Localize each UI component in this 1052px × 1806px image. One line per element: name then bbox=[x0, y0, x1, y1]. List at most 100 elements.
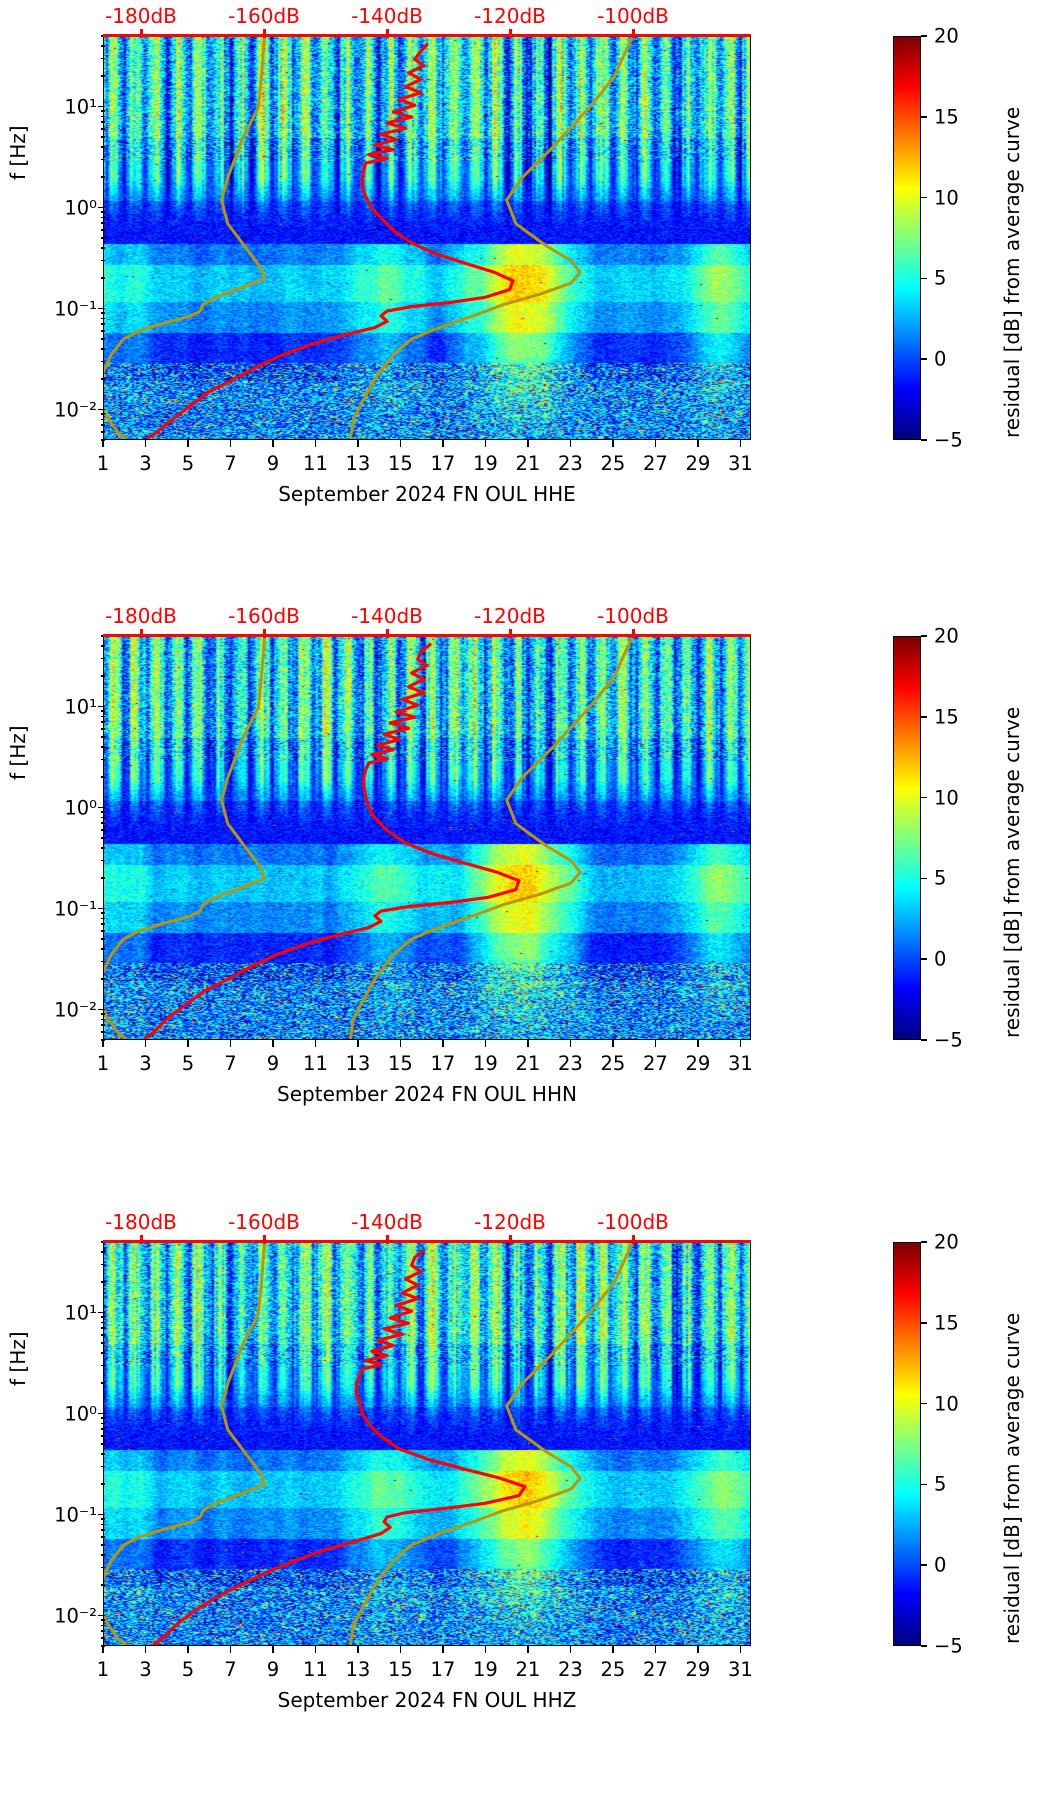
x-tick-label: 15 bbox=[388, 1658, 413, 1681]
y-tick bbox=[101, 1452, 105, 1455]
y-tick bbox=[101, 947, 105, 950]
y-tick bbox=[101, 846, 105, 849]
x-tick-label: 23 bbox=[557, 1658, 583, 1681]
plot-area-hhn bbox=[103, 636, 751, 1040]
colorbar-tick-label: 15 bbox=[934, 705, 959, 729]
psd-tick bbox=[508, 29, 512, 38]
x-tick bbox=[697, 1040, 699, 1047]
psd-tick bbox=[385, 29, 389, 38]
x-tick-label: 3 bbox=[139, 452, 152, 475]
y-tick bbox=[101, 1422, 105, 1425]
x-tick-label: 27 bbox=[642, 1052, 668, 1075]
y-tick bbox=[101, 644, 105, 647]
y-tick bbox=[101, 121, 105, 124]
x-tick bbox=[527, 1646, 529, 1653]
y-tick bbox=[101, 1013, 105, 1015]
y-tick bbox=[101, 930, 105, 932]
x-tick bbox=[442, 440, 444, 447]
x-tick-label: 21 bbox=[515, 452, 541, 475]
x-tick-label: 31 bbox=[727, 452, 753, 475]
psd-tick-label: -120dB bbox=[474, 604, 546, 628]
spectrogram-panel-hhz: 10⁻² 10⁻¹ 10⁰ 10¹ f [Hz] 1 3 5 7 9 11 13 15 17 19 21 23 2… bbox=[0, 1206, 1052, 1786]
colorbar-tick bbox=[921, 116, 927, 118]
colorbar-title: residual [dB] from average curve bbox=[1000, 1312, 1024, 1644]
y-tick bbox=[101, 229, 105, 231]
y-axis-labels: 10⁻² 10⁻¹ 10⁰ 10¹ bbox=[0, 36, 97, 440]
x-tick bbox=[357, 1646, 359, 1653]
y-tick bbox=[101, 1364, 105, 1367]
y-tick bbox=[101, 721, 105, 724]
y-tick bbox=[101, 1523, 105, 1526]
spectrogram-panel-hhe: 10⁻² 10⁻¹ 10⁰ 10¹ f [Hz] 1 3 5 7 9 11 13 15 17 19 21 23 2… bbox=[0, 0, 1052, 580]
psd-tick bbox=[508, 629, 512, 638]
y-tick bbox=[101, 378, 105, 380]
psd-tick bbox=[631, 29, 635, 38]
colorbar-tick-label: −5 bbox=[934, 428, 963, 452]
psd-axis-ticks bbox=[103, 1235, 751, 1244]
y-tick bbox=[101, 811, 105, 813]
y-tick bbox=[101, 1382, 105, 1384]
x-tick bbox=[527, 440, 529, 447]
x-tick-label: 3 bbox=[139, 1658, 152, 1681]
x-tick-label: 13 bbox=[345, 1658, 371, 1681]
y-tick bbox=[101, 237, 105, 239]
y-tick bbox=[101, 1544, 105, 1546]
y-tick bbox=[101, 277, 105, 279]
y-tick bbox=[101, 829, 105, 831]
plot-area-hhz bbox=[103, 1242, 751, 1646]
y-tick bbox=[101, 176, 105, 178]
colorbar-tick bbox=[921, 1645, 927, 1647]
x-tick-label: 21 bbox=[515, 1658, 541, 1681]
y-tick bbox=[101, 1417, 105, 1419]
psd-axis-line bbox=[103, 1240, 751, 1243]
y-tick bbox=[101, 136, 105, 138]
colorbar-tick-label: 20 bbox=[934, 624, 959, 648]
y-tick bbox=[101, 57, 105, 60]
y-tick bbox=[101, 1518, 105, 1520]
x-tick-label: 7 bbox=[224, 1052, 237, 1075]
psd-tick-label: -180dB bbox=[105, 1210, 177, 1234]
y-tick bbox=[101, 710, 105, 712]
x-tick bbox=[739, 1646, 742, 1653]
y-tick bbox=[101, 1024, 105, 1027]
x-tick bbox=[442, 1040, 444, 1047]
x-tick-label: 15 bbox=[388, 1052, 413, 1075]
curve-overlay bbox=[104, 37, 634, 439]
x-tick-label: 27 bbox=[642, 1658, 668, 1681]
colorbar-tick bbox=[921, 439, 927, 441]
y-tick bbox=[101, 1536, 105, 1538]
x-tick-label: 17 bbox=[430, 452, 456, 475]
x-tick bbox=[229, 1646, 232, 1653]
colorbar-tick bbox=[921, 1483, 927, 1486]
y-tick bbox=[101, 1342, 105, 1344]
colorbar-tick bbox=[921, 358, 927, 360]
colorbar-tick-label: 0 bbox=[934, 347, 947, 371]
y-tick-label: 10⁻¹ bbox=[54, 897, 97, 921]
colorbar-tick-label: 15 bbox=[934, 1311, 959, 1335]
colorbar-tick-label: 15 bbox=[934, 105, 959, 129]
y-tick bbox=[101, 1263, 105, 1266]
y-axis-labels: 10⁻² 10⁻¹ 10⁰ 10¹ bbox=[0, 636, 97, 1040]
x-tick-label: 5 bbox=[181, 1052, 195, 1075]
x-tick-label: 25 bbox=[600, 1658, 626, 1681]
x-tick bbox=[102, 440, 104, 447]
heatmap-image bbox=[104, 1243, 750, 1645]
x-tick bbox=[739, 1040, 742, 1047]
x-tick bbox=[272, 1646, 274, 1653]
y-tick bbox=[101, 1637, 105, 1639]
y-tick bbox=[101, 1018, 105, 1021]
x-tick bbox=[612, 1646, 614, 1653]
x-tick bbox=[399, 1646, 402, 1653]
colorbar-tick-label: 5 bbox=[934, 866, 947, 890]
colorbar-tick bbox=[921, 1402, 927, 1405]
y-tick bbox=[101, 1327, 105, 1330]
psd-tick bbox=[385, 629, 389, 638]
colorbar-tick bbox=[921, 1322, 927, 1324]
psd-tick bbox=[139, 629, 143, 638]
psd-tick bbox=[262, 629, 266, 638]
y-tick bbox=[98, 408, 105, 411]
y-tick bbox=[101, 657, 105, 660]
x-axis-ticks bbox=[102, 1646, 751, 1656]
y-tick bbox=[101, 960, 105, 963]
colorbar bbox=[893, 636, 921, 1040]
